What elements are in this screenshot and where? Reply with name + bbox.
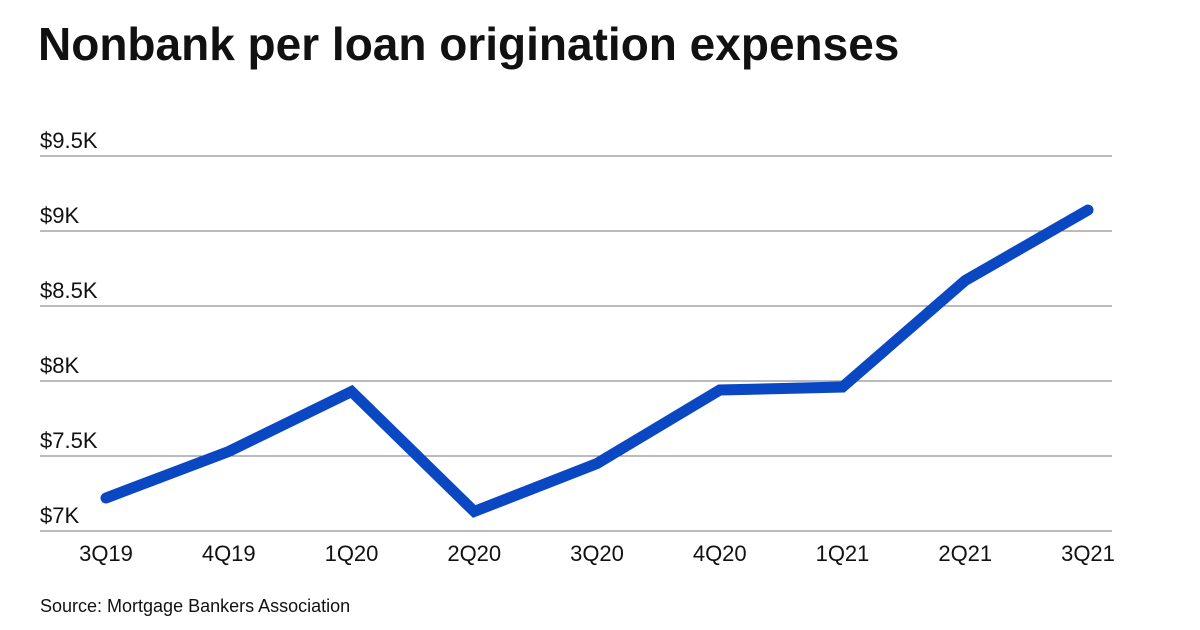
x-tick-label: 3Q19 <box>79 541 133 566</box>
x-tick-label: 2Q21 <box>938 541 992 566</box>
y-tick-label: $7K <box>40 503 79 528</box>
data-line <box>100 204 1094 518</box>
x-tick-label: 3Q21 <box>1061 541 1115 566</box>
x-tick-label: 4Q20 <box>693 541 747 566</box>
y-tick-label: $9K <box>40 203 79 228</box>
chart-title: Nonbank per loan origination expenses <box>38 18 899 70</box>
x-tick-label: 2Q20 <box>447 541 501 566</box>
y-tick-label: $9.5K <box>40 128 98 153</box>
y-tick-label: $8.5K <box>40 278 98 303</box>
x-tick-label: 3Q20 <box>570 541 624 566</box>
y-tick-label: $8K <box>40 353 79 378</box>
source: Source: Mortgage Bankers Association <box>40 596 350 616</box>
x-tick-label: 4Q19 <box>202 541 256 566</box>
y-tick-label: $7.5K <box>40 428 98 453</box>
x-tick-label: 1Q21 <box>816 541 870 566</box>
x-tick-label: 1Q20 <box>325 541 379 566</box>
